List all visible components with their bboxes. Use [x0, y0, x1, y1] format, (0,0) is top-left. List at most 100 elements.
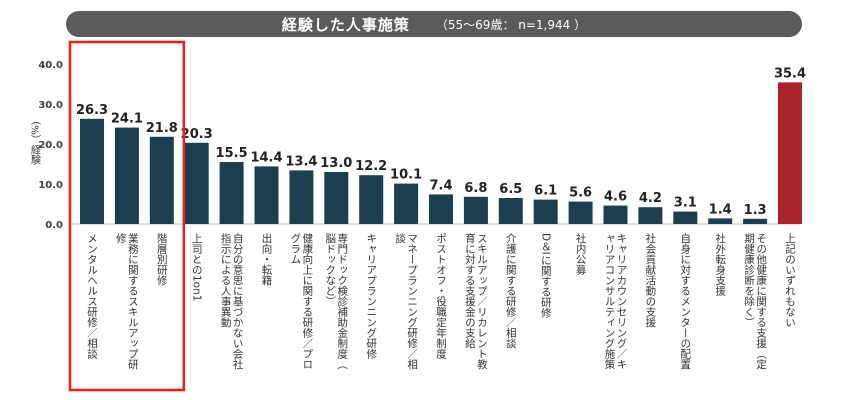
bar-value-label: 14.4 — [250, 150, 282, 165]
category-label-line: 階層別研修 — [156, 233, 168, 286]
bar-value-label: 4.6 — [604, 190, 627, 205]
bar — [638, 207, 663, 224]
y-tick-label: 0.0 — [45, 220, 63, 231]
bar — [184, 142, 209, 224]
category-label-line: 修 — [115, 232, 127, 244]
bar — [778, 82, 802, 225]
category-label-line: 育に対する支援金の支給 — [464, 232, 476, 349]
category-label: 社会貢献活動の支援 — [644, 232, 656, 328]
bar — [114, 127, 139, 224]
category-label-line: 出向・転籍 — [261, 232, 273, 285]
category-label-line: 社内公募 — [575, 232, 587, 276]
bar-value-label: 12.2 — [355, 159, 387, 174]
bar-value-label: 6.1 — [534, 184, 557, 199]
category-label-line: 指示による人事異動 — [220, 232, 232, 328]
category-label: 社内公募 — [575, 232, 587, 276]
bar — [743, 218, 768, 224]
bar-value-label: 1.3 — [744, 203, 767, 218]
bar-value-label: 6.5 — [499, 182, 522, 197]
category-label: キャリアプランニング研修 — [365, 233, 377, 360]
bar — [324, 172, 349, 224]
category-label: 上記のいずれもない — [784, 233, 796, 328]
bar-value-label: 13.4 — [285, 154, 317, 169]
bar-value-label: 10.1 — [390, 168, 422, 183]
category-label-line: 社外転身支援 — [714, 232, 726, 297]
chart-title-bar: 経験した人事施策 （55〜69歳： n=1,944 ） — [66, 11, 802, 37]
category-label: 専門ドック検診補助金制度（脳ドックなど） — [324, 233, 348, 370]
category-label-line: ャリアコンサルティング施策 — [604, 233, 616, 370]
category-label-line: 談 — [394, 232, 406, 244]
bars — [80, 82, 802, 225]
bar — [708, 218, 733, 224]
chart-subtitle: （55〜69歳： n=1,944 ） — [435, 17, 587, 32]
category-label-line: ポストオフ・役職定年制度 — [435, 233, 447, 360]
category-label-line: 上記のいずれもない — [784, 233, 796, 328]
category-label-line: 介護に関する研修／相談 — [505, 233, 517, 349]
category-label: 社外転身支援 — [714, 232, 726, 297]
category-label-line: グラム — [289, 233, 301, 265]
bar — [568, 201, 593, 224]
category-label-line: 専門ドック検診補助金制度（ — [336, 233, 348, 370]
chart-title: 経験した人事施策 — [281, 15, 410, 34]
highlight-box — [68, 40, 186, 392]
bar — [219, 162, 244, 224]
bar-value-label: 26.3 — [76, 103, 108, 118]
bar-value-label: 15.5 — [216, 146, 248, 161]
category-label: ポストオフ・役職定年制度 — [435, 233, 447, 360]
bar-value-label: 3.1 — [674, 196, 697, 211]
category-label-line: キャリアプランニング研修 — [365, 233, 377, 360]
category-label-line: D＆Iに関する研修 — [540, 233, 552, 318]
category-label-line: 健康向上に関する研修／プロ — [301, 233, 313, 370]
category-label: D＆Iに関する研修 — [540, 233, 552, 318]
category-label-line: 自分の意思に基づかない会社 — [232, 232, 244, 370]
bar — [254, 166, 279, 224]
category-label-line: スキルアップ／リカレント教 — [476, 233, 488, 370]
category-label: 介護に関する研修／相談 — [505, 233, 517, 349]
bar — [463, 196, 488, 224]
y-axis-ticks: 0.0 10.0 20.0 30.0 40.0 — [38, 60, 63, 231]
bar-value-label: 13.0 — [320, 156, 352, 171]
bar-value-label: 35.4 — [774, 66, 806, 81]
bar — [359, 175, 384, 224]
y-tick-label: 40.0 — [38, 60, 63, 71]
category-label-line: その他健康に関する支援（定 — [755, 233, 767, 370]
value-labels: 26.324.121.8 20.315.5 14.4 13.4 13.0 12.210.1… — [76, 66, 806, 217]
y-axis-label: （%）経験 — [29, 115, 41, 165]
bar — [673, 211, 698, 224]
bar — [149, 136, 174, 224]
bar-value-label: 24.1 — [111, 112, 143, 127]
y-tick-label: 30.0 — [38, 100, 63, 111]
bar — [80, 118, 104, 224]
category-label-line: 上司との1on1 — [191, 233, 203, 301]
bar-value-label: 5.6 — [569, 186, 592, 201]
category-label-line: 社会貢献活動の支援 — [644, 232, 656, 328]
bar — [289, 170, 314, 224]
category-label: 階層別研修 — [156, 233, 168, 286]
bar — [603, 205, 628, 224]
bar-value-label: 4.2 — [639, 191, 662, 206]
category-label-line: キャリアカウンセリング／キ — [616, 233, 628, 370]
category-label-line: マネープランニング研修／相 — [406, 233, 418, 370]
bar-value-label: 21.8 — [146, 121, 178, 136]
category-label: マネープランニング研修／相談 — [394, 232, 418, 369]
category-label: 上司との1on1 — [191, 233, 203, 301]
category-label-line: 自身に対するメンターの配置 — [679, 232, 691, 369]
bar — [394, 183, 419, 224]
bar-value-label: 6.8 — [464, 181, 487, 196]
category-label-line: メンタルヘルス研修／相談 — [86, 233, 98, 360]
bar-value-label: 7.4 — [429, 178, 452, 193]
category-label: 自身に対するメンターの配置 — [679, 232, 691, 369]
bar — [429, 194, 453, 224]
bar — [498, 198, 523, 224]
category-label-line: 業務に関するスキルアップ研 — [127, 232, 139, 370]
category-label-line: 期健康診断を除く） — [743, 233, 755, 328]
